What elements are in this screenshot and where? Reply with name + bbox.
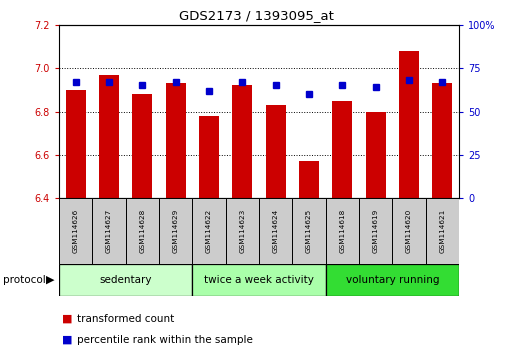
Bar — [266, 105, 286, 198]
Bar — [299, 161, 319, 198]
Text: GSM114618: GSM114618 — [340, 209, 345, 253]
Text: GSM114628: GSM114628 — [140, 209, 145, 253]
Text: ■: ■ — [62, 335, 72, 345]
Text: GSM114629: GSM114629 — [173, 209, 179, 253]
Bar — [326, 264, 459, 296]
Text: GSM114622: GSM114622 — [206, 209, 212, 253]
Text: GDS2173 / 1393095_at: GDS2173 / 1393095_at — [179, 9, 334, 22]
Bar — [392, 198, 426, 264]
Bar — [326, 198, 359, 264]
Bar — [426, 198, 459, 264]
Bar — [232, 86, 252, 198]
Bar — [159, 198, 192, 264]
Bar — [66, 90, 86, 198]
Bar — [199, 116, 219, 198]
Text: ■: ■ — [62, 314, 72, 324]
Bar — [226, 198, 259, 264]
Bar — [126, 198, 159, 264]
Bar — [132, 94, 152, 198]
Text: GSM114621: GSM114621 — [440, 209, 445, 253]
Bar — [166, 83, 186, 198]
Text: GSM114624: GSM114624 — [273, 209, 279, 253]
Text: GSM114623: GSM114623 — [240, 209, 245, 253]
Text: protocol: protocol — [3, 275, 45, 285]
Text: GSM114625: GSM114625 — [306, 209, 312, 253]
Text: GSM114620: GSM114620 — [406, 209, 412, 253]
Bar — [399, 51, 419, 198]
Text: transformed count: transformed count — [77, 314, 174, 324]
Bar — [359, 198, 392, 264]
Bar — [432, 83, 452, 198]
Bar — [366, 112, 386, 198]
Text: sedentary: sedentary — [100, 275, 152, 285]
Text: GSM114627: GSM114627 — [106, 209, 112, 253]
Bar — [332, 101, 352, 198]
Bar — [59, 264, 192, 296]
Bar — [192, 198, 226, 264]
Bar — [292, 198, 326, 264]
Text: GSM114619: GSM114619 — [373, 209, 379, 253]
Text: voluntary running: voluntary running — [346, 275, 439, 285]
Bar — [259, 198, 292, 264]
Text: twice a week activity: twice a week activity — [204, 275, 314, 285]
Bar — [99, 75, 119, 198]
Text: ▶: ▶ — [46, 275, 54, 285]
Text: percentile rank within the sample: percentile rank within the sample — [77, 335, 253, 345]
Bar — [92, 198, 126, 264]
Bar — [192, 264, 326, 296]
Bar — [59, 198, 92, 264]
Text: GSM114626: GSM114626 — [73, 209, 78, 253]
